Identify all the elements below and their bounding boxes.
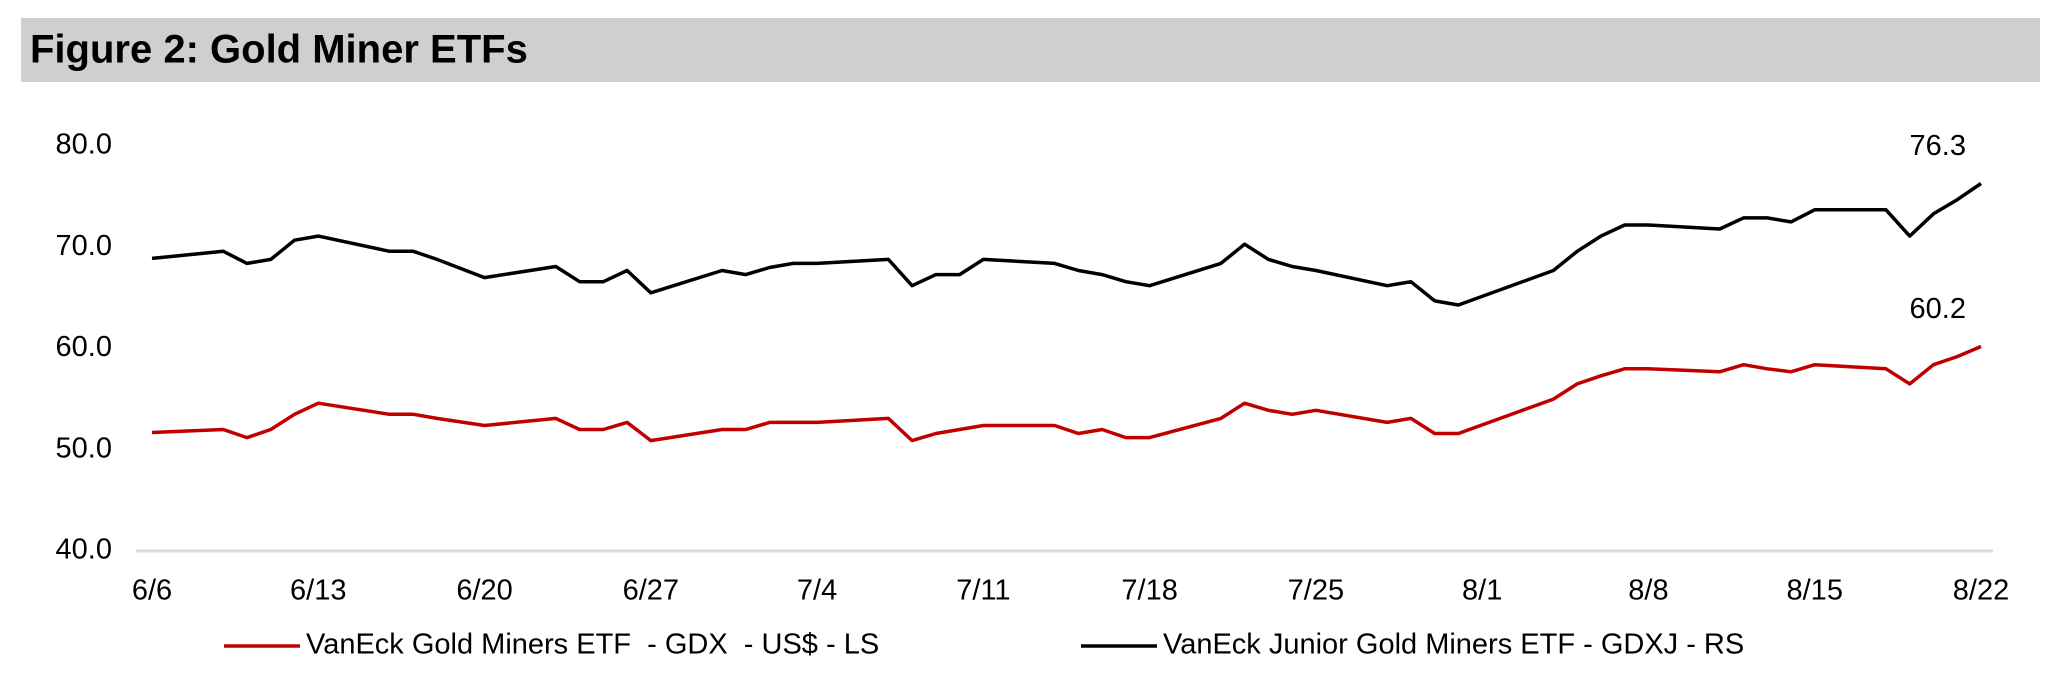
series-line [151, 182, 1982, 307]
y-tick-label: 40.0 [56, 534, 112, 566]
x-tick-label: 8/22 [1953, 575, 2009, 607]
x-tick-label: 8/1 [1462, 575, 1502, 607]
x-tick-label: 6/13 [290, 575, 346, 607]
data-label: 76.3 [1910, 130, 1966, 162]
x-tick-label: 7/4 [797, 575, 837, 607]
x-tick-label: 8/15 [1787, 575, 1843, 607]
series-line [151, 344, 1982, 443]
chart-title: Figure 2: Gold Miner ETFs [30, 28, 528, 72]
x-tick-label: 7/11 [956, 575, 1010, 607]
x-tick-label: 6/20 [456, 575, 512, 607]
y-tick-label: 50.0 [56, 432, 112, 464]
x-tick-label: 6/6 [132, 575, 172, 607]
title-band [21, 18, 2040, 82]
y-tick-label: 60.0 [56, 331, 112, 363]
y-tick-label: 80.0 [56, 129, 112, 161]
legend-label: VanEck Junior Gold Miners ETF - GDXJ - R… [1163, 629, 1744, 661]
legend-label: VanEck Gold Miners ETF - GDX - US$ - LS [306, 629, 879, 661]
x-tick-label: 6/27 [623, 575, 679, 607]
x-tick-label: 8/8 [1628, 575, 1668, 607]
x-tick-label: 7/18 [1121, 575, 1177, 607]
data-label: 60.2 [1910, 293, 1966, 325]
y-tick-label: 70.0 [56, 230, 112, 262]
x-tick-label: 7/25 [1288, 575, 1344, 607]
